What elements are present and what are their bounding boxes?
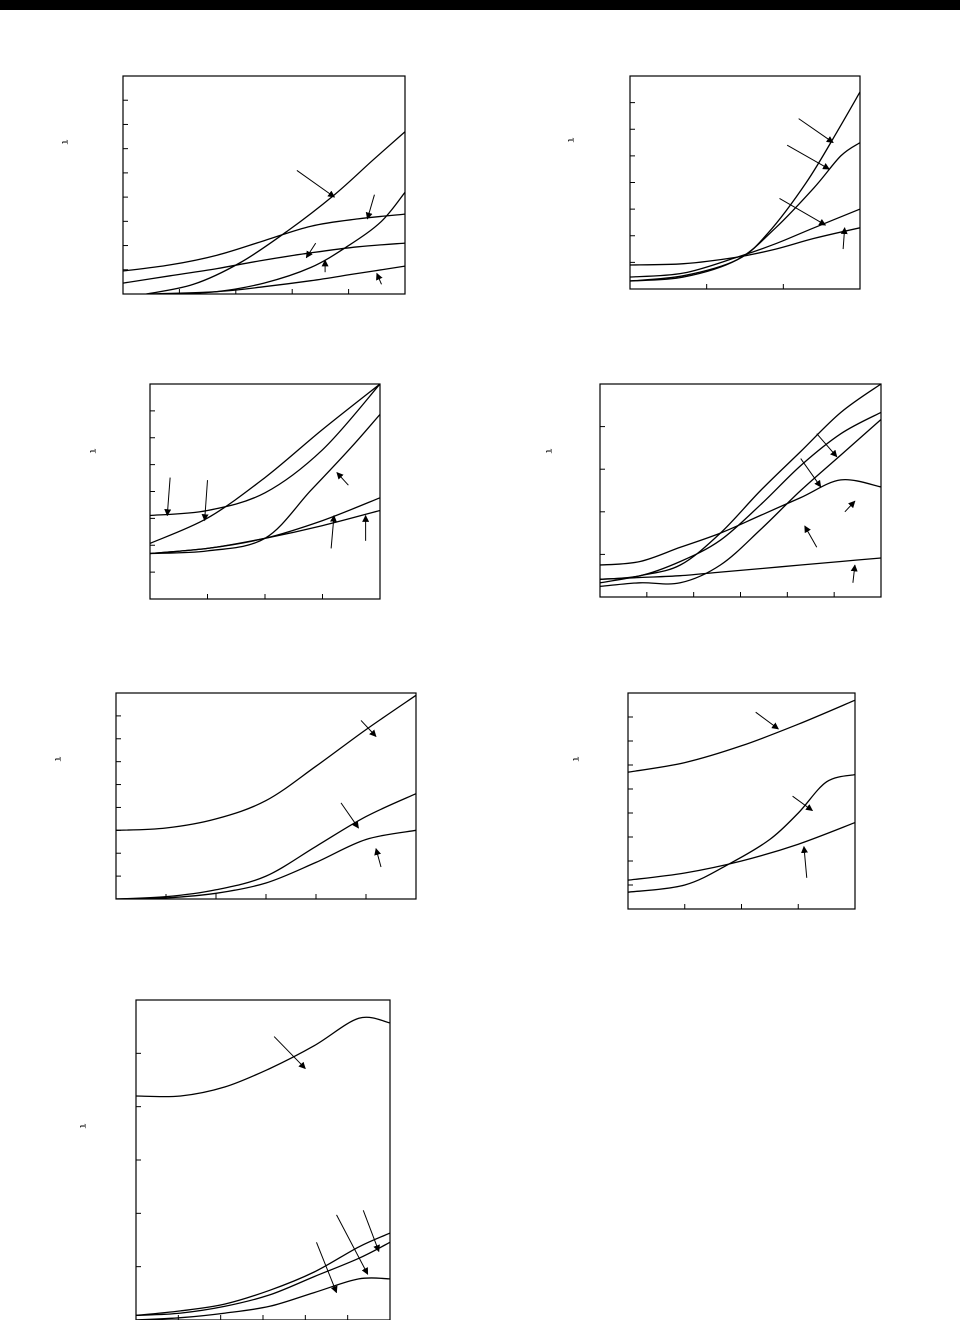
annotation-arrow-2 — [362, 1210, 380, 1253]
series-line-5 — [600, 557, 881, 580]
annotation-arrow-2 — [201, 480, 209, 522]
plot-frame — [135, 999, 391, 1320]
plot-frame — [599, 383, 882, 598]
annotation-arrow-3 — [305, 242, 317, 259]
annotation-arrow-1 — [360, 720, 377, 737]
chart-1: τ — [59, 75, 406, 295]
series-line-1 — [150, 384, 380, 517]
series-line-1 — [630, 91, 860, 282]
page-top-bar — [0, 0, 960, 10]
annotation-arrow-1 — [164, 477, 172, 517]
annotation-arrow-1 — [296, 170, 336, 198]
y-axis-label: τ — [543, 449, 557, 454]
annotation-arrow-5 — [850, 564, 858, 583]
series-line-2 — [600, 411, 881, 580]
series-line-4 — [136, 1277, 390, 1320]
annotation-arrow-2 — [340, 802, 359, 829]
series-group — [630, 91, 860, 282]
y-axis-label: τ — [59, 140, 73, 145]
series-line-2 — [150, 384, 380, 544]
chart-4: τ — [543, 383, 882, 598]
series-line-2 — [628, 773, 855, 893]
series-line-3 — [628, 821, 855, 881]
series-line-3 — [123, 242, 405, 284]
y-axis-label: τ — [570, 757, 584, 762]
series-line-1 — [116, 694, 416, 831]
chart-6: τ — [570, 692, 856, 910]
series-line-1 — [146, 131, 405, 294]
plot-frame — [115, 692, 417, 900]
annotation-arrow-3 — [801, 845, 808, 878]
plot-frame — [629, 75, 861, 290]
series-line-1 — [136, 1016, 390, 1098]
annotation-arrow-3 — [374, 847, 382, 868]
series-line-5 — [150, 509, 380, 555]
annotation-arrow-2 — [365, 194, 375, 220]
series-line-2 — [116, 793, 416, 899]
series-line-2 — [123, 213, 405, 272]
plot-frame — [149, 383, 381, 600]
series-line-4 — [600, 478, 881, 566]
annotation-arrow-5 — [376, 272, 383, 285]
series-group — [150, 384, 380, 555]
series-line-4 — [169, 191, 405, 294]
annotation-arrow-3 — [844, 500, 856, 513]
series-line-3 — [630, 208, 860, 278]
chart-7: τ — [77, 999, 391, 1320]
chart-5: τ — [52, 692, 417, 900]
annotation-arrow-2 — [800, 458, 822, 488]
series-group — [123, 131, 405, 294]
annotation-arrow-3 — [336, 1214, 369, 1275]
annotation-arrow-4 — [840, 227, 848, 250]
series-line-5 — [146, 265, 405, 294]
series-group — [628, 699, 855, 893]
annotation-arrow-4 — [804, 525, 818, 548]
y-axis-label: τ — [52, 757, 66, 762]
series-line-3 — [116, 829, 416, 899]
annotation-arrow-1 — [798, 118, 834, 143]
series-line-1 — [628, 699, 855, 773]
annotation-arrow-3 — [779, 198, 827, 226]
series-line-2 — [630, 142, 860, 282]
annotation-arrow-1 — [273, 1036, 306, 1070]
series-group — [600, 384, 881, 588]
annotation-arrow-3 — [336, 472, 349, 486]
series-group — [136, 1016, 390, 1320]
annotation-arrow-1 — [755, 711, 779, 730]
y-axis-label: τ — [565, 138, 579, 143]
annotation-arrow-4 — [329, 514, 337, 549]
plot-frame — [122, 75, 406, 295]
series-line-3 — [150, 413, 380, 555]
annotation-arrow-2 — [792, 795, 814, 812]
chart-3: τ — [87, 383, 381, 600]
series-line-3 — [600, 419, 881, 588]
series-line-4 — [630, 227, 860, 266]
chart-2: τ — [565, 75, 861, 290]
series-line-4 — [150, 497, 380, 555]
y-axis-label: τ — [77, 1124, 91, 1129]
series-line-1 — [600, 384, 881, 584]
series-line-2 — [136, 1232, 390, 1317]
series-line-3 — [136, 1241, 390, 1317]
y-axis-label: τ — [87, 449, 101, 454]
annotation-arrow-2 — [786, 144, 830, 170]
annotation-arrow-4 — [316, 1242, 338, 1294]
annotation-arrow-1 — [816, 433, 838, 458]
series-group — [116, 694, 416, 899]
